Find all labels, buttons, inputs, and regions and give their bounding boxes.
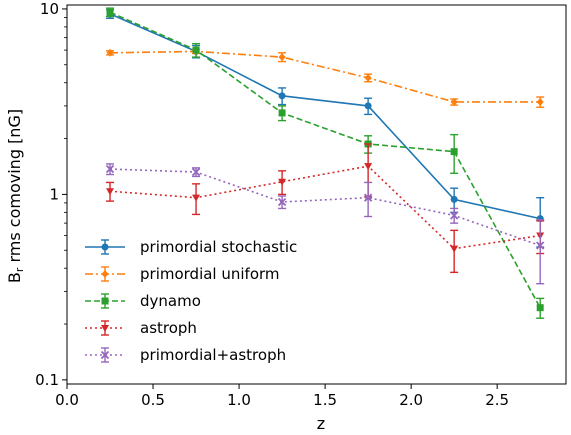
data-point xyxy=(105,164,115,174)
data-point xyxy=(106,48,114,57)
data-point xyxy=(192,46,200,54)
legend-entry: astroph xyxy=(85,319,197,337)
data-point xyxy=(536,97,544,106)
y-axis-label-sub: r xyxy=(13,267,26,272)
legend-marker xyxy=(101,325,109,332)
data-point xyxy=(106,8,114,16)
x-axis-label: z xyxy=(317,414,325,433)
legend-entry: dynamo xyxy=(85,292,201,310)
legend-marker xyxy=(101,297,109,305)
data-point xyxy=(192,194,201,202)
data-point xyxy=(450,211,459,220)
data-point xyxy=(277,197,287,207)
y-tick-label: 0.1 xyxy=(35,371,59,389)
x-tick-label: 2.0 xyxy=(399,391,423,409)
x-axis: 0.0 0.5 1.0 1.5 2.0 2.5 xyxy=(55,384,509,409)
data-point xyxy=(364,102,372,110)
legend: primordial stochastic primordial uniform d… xyxy=(85,238,297,364)
legend-label: dynamo xyxy=(140,292,201,310)
y-axis: 0.1 1 10 xyxy=(35,0,67,389)
data-point xyxy=(536,304,544,312)
data-point xyxy=(450,148,458,156)
y-tick-label: 1 xyxy=(49,185,59,203)
legend-label: astroph xyxy=(140,319,197,337)
data-point xyxy=(278,178,287,186)
legend-marker xyxy=(101,243,109,251)
x-tick-label: 1.5 xyxy=(313,391,337,409)
legend-entry: primordial stochastic xyxy=(85,238,297,256)
series-line xyxy=(109,165,541,250)
y-axis-label-rest: rms comoving [nG] xyxy=(5,109,24,268)
data-point xyxy=(364,163,373,171)
data-point xyxy=(278,92,286,100)
data-point xyxy=(450,97,458,106)
legend-entry: primordial uniform xyxy=(85,265,280,283)
data-point xyxy=(450,245,459,253)
x-tick-label: 0.0 xyxy=(55,391,79,409)
data-point xyxy=(450,195,458,203)
y-axis-label: Br rms comoving [nG] xyxy=(5,109,26,283)
legend-label: primordial stochastic xyxy=(140,238,297,256)
legend-entry: primordial+astroph xyxy=(85,346,286,364)
x-tick-label: 2.5 xyxy=(485,391,509,409)
y-tick-label: 10 xyxy=(40,0,59,18)
series-line xyxy=(109,11,541,309)
legend-marker xyxy=(100,350,110,360)
data-point xyxy=(106,188,115,196)
series-line xyxy=(109,13,541,220)
series-line xyxy=(109,168,541,247)
legend-label: primordial uniform xyxy=(140,265,280,283)
series-line xyxy=(110,50,541,103)
series-primordial-uniform xyxy=(106,47,545,108)
x-tick-label: 0.5 xyxy=(141,391,165,409)
data-point xyxy=(278,109,286,117)
data-point xyxy=(363,193,373,202)
x-tick-label: 1.0 xyxy=(227,391,251,409)
data-point xyxy=(536,241,545,250)
data-point xyxy=(364,73,372,82)
data-point xyxy=(278,53,286,62)
series-layer xyxy=(105,7,545,319)
legend-marker xyxy=(101,270,109,278)
series-primordial-astroph xyxy=(105,163,545,285)
y-axis-label-main: B xyxy=(5,272,24,283)
data-point xyxy=(191,167,201,177)
legend-label: primordial+astroph xyxy=(140,346,286,364)
